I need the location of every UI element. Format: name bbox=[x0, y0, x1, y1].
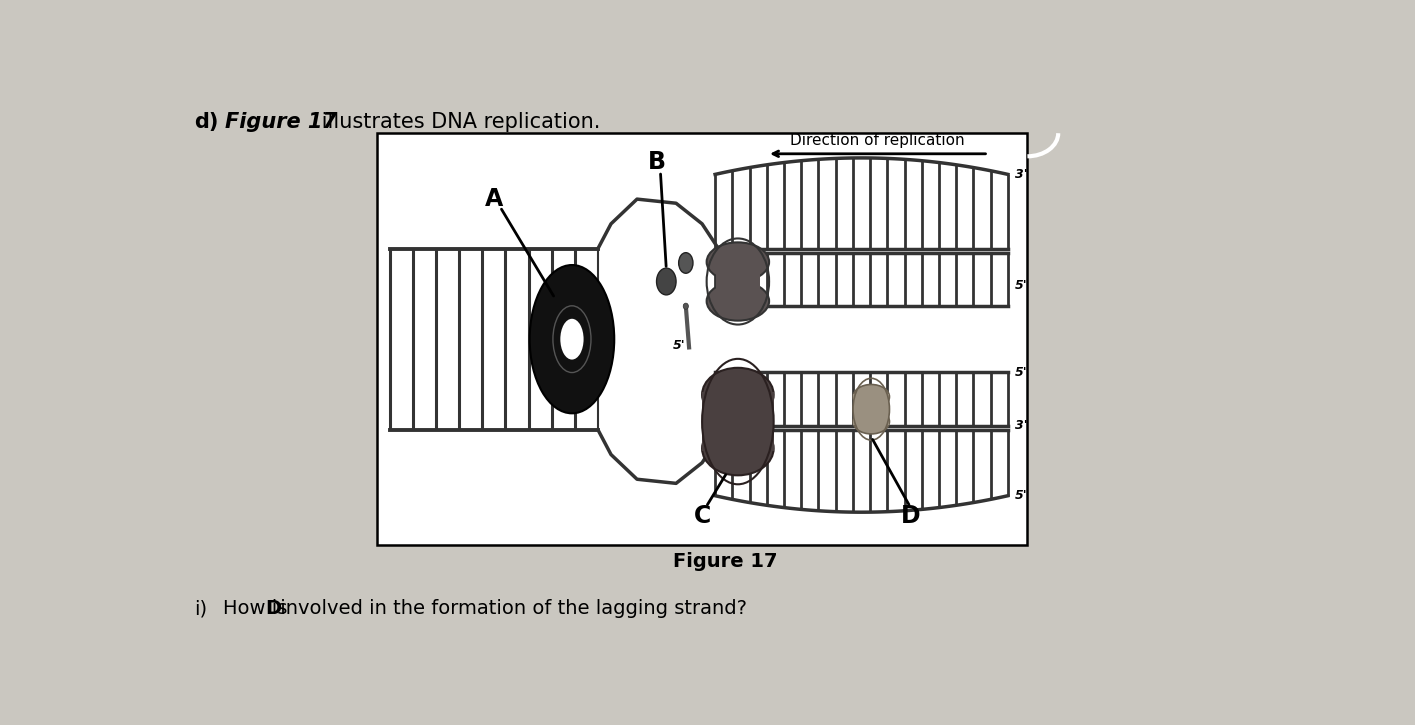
Ellipse shape bbox=[706, 242, 770, 281]
Ellipse shape bbox=[657, 268, 676, 295]
Text: 3': 3' bbox=[1015, 419, 1027, 432]
Text: 3': 3' bbox=[1015, 168, 1027, 181]
Ellipse shape bbox=[529, 265, 614, 413]
Bar bbox=[716, 268, 760, 295]
Text: 5': 5' bbox=[1015, 489, 1027, 502]
Text: C: C bbox=[693, 505, 710, 529]
Ellipse shape bbox=[706, 281, 770, 320]
Text: Figure 17: Figure 17 bbox=[225, 112, 337, 132]
Bar bbox=[853, 394, 890, 425]
Text: d): d) bbox=[194, 112, 219, 132]
Text: Figure 17: Figure 17 bbox=[672, 552, 777, 571]
Text: D: D bbox=[265, 599, 282, 618]
Bar bbox=[702, 392, 774, 452]
Text: involved in the formation of the lagging strand?: involved in the formation of the lagging… bbox=[275, 599, 747, 618]
Text: A: A bbox=[485, 187, 502, 211]
Ellipse shape bbox=[702, 368, 774, 421]
Text: Direction of replication: Direction of replication bbox=[791, 133, 965, 148]
Text: D: D bbox=[900, 505, 920, 529]
Text: B: B bbox=[648, 150, 665, 174]
Text: 5': 5' bbox=[1015, 279, 1027, 292]
Text: How is: How is bbox=[222, 599, 293, 618]
Ellipse shape bbox=[702, 421, 774, 476]
Ellipse shape bbox=[679, 253, 693, 273]
Text: illustrates DNA replication.: illustrates DNA replication. bbox=[316, 112, 600, 132]
Ellipse shape bbox=[853, 384, 890, 409]
Ellipse shape bbox=[560, 319, 583, 360]
Ellipse shape bbox=[853, 409, 890, 434]
Text: i): i) bbox=[194, 599, 208, 618]
Text: 5': 5' bbox=[1015, 365, 1027, 378]
FancyBboxPatch shape bbox=[376, 133, 1027, 545]
Text: 5': 5' bbox=[672, 339, 685, 352]
Ellipse shape bbox=[683, 303, 689, 310]
